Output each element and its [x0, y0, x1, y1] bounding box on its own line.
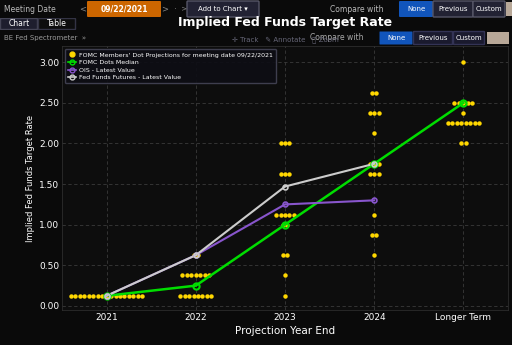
Text: Add to Chart ▾: Add to Chart ▾ [198, 6, 248, 12]
Text: 09/22/2021: 09/22/2021 [100, 4, 148, 13]
Y-axis label: Implied Fed Funds Target Rate: Implied Fed Funds Target Rate [26, 115, 35, 242]
FancyBboxPatch shape [379, 31, 413, 45]
Text: ·  >: · > [170, 6, 187, 12]
FancyBboxPatch shape [87, 1, 161, 17]
FancyBboxPatch shape [1, 19, 37, 30]
Text: Table: Table [47, 20, 67, 29]
Text: Meeting Date: Meeting Date [4, 4, 56, 13]
Legend: FOMC Members' Dot Projections for meeting date 09/22/2021, FOMC Dots Median, OIS: FOMC Members' Dot Projections for meetin… [65, 49, 276, 83]
FancyBboxPatch shape [414, 31, 453, 45]
Text: Previous: Previous [418, 35, 448, 41]
Text: None: None [407, 6, 425, 12]
FancyBboxPatch shape [38, 19, 75, 30]
FancyBboxPatch shape [187, 1, 259, 17]
FancyBboxPatch shape [433, 1, 473, 17]
Text: >: > [161, 4, 168, 13]
Text: Compare with: Compare with [330, 4, 383, 13]
Text: Previous: Previous [438, 6, 468, 12]
X-axis label: Projection Year End: Projection Year End [235, 326, 335, 336]
Text: None: None [387, 35, 405, 41]
Text: BE Fed Spectrometer  »: BE Fed Spectrometer » [4, 35, 86, 41]
Text: <: < [79, 4, 87, 13]
FancyBboxPatch shape [454, 31, 484, 45]
FancyBboxPatch shape [399, 1, 433, 17]
Text: Custom: Custom [476, 6, 502, 12]
Text: Implied Fed Funds Target Rate: Implied Fed Funds Target Rate [178, 16, 392, 29]
Bar [487, 32, 509, 44]
FancyBboxPatch shape [473, 1, 505, 17]
Text: Compare with: Compare with [310, 33, 364, 42]
Bar [506, 2, 512, 16]
Text: Chart: Chart [8, 20, 30, 29]
Text: Custom: Custom [456, 35, 482, 41]
Text: ✛ Track   ✎ Annotate   🔍 Zoom: ✛ Track ✎ Annotate 🔍 Zoom [231, 36, 338, 43]
